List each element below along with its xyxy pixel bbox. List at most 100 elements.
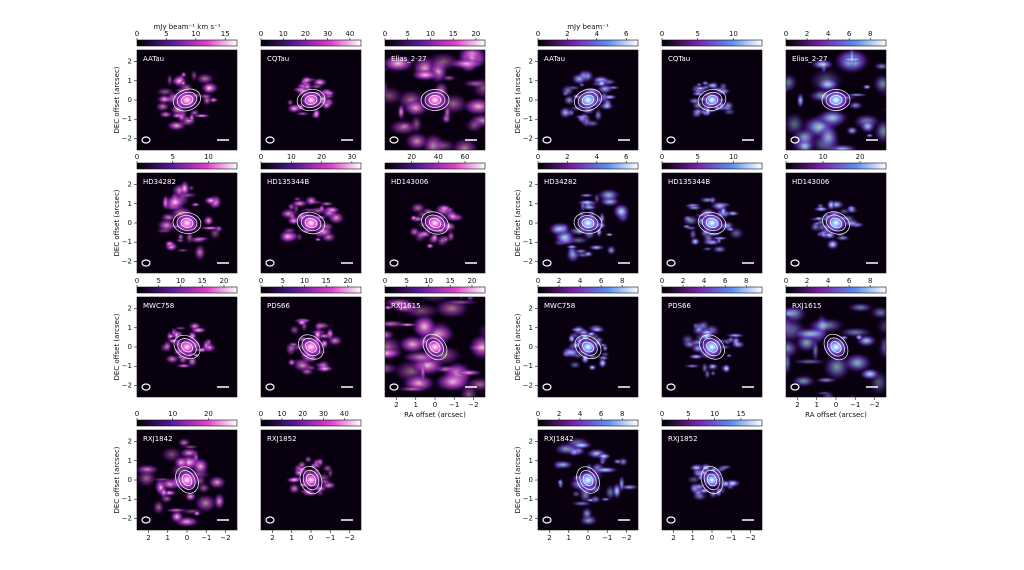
emission [288,483,301,495]
x-tick-label: −2 [869,401,879,409]
colorbar-tick-label: 20 [219,277,228,285]
contour [697,89,727,111]
image [385,173,485,273]
emission [441,74,457,82]
emission [845,207,859,214]
emission [813,216,824,221]
emission [693,86,708,91]
core [300,471,322,489]
colorbar-tick-label: 2 [681,277,685,285]
y-tick-label: 0 [529,343,533,351]
colorbar-tick-label: 0 [536,30,540,38]
y-tick-label: −1 [523,495,533,503]
emission [712,245,728,254]
emission [873,62,886,71]
contour [702,337,722,357]
contour [181,473,193,487]
colorbar-tick-label: 10 [176,277,185,285]
y-tick-label: −2 [122,514,132,522]
colorbar-tick-label: 40 [434,153,443,161]
colorbar-tick-label: 30 [319,410,328,418]
contour [574,334,602,360]
x-tick-label: −2 [344,534,354,542]
colorbar-tick-label: 5 [170,153,174,161]
y-axis-label: DEC offset (arcsec) [514,446,522,513]
image [662,430,762,530]
beam [141,136,151,144]
colorbar-tick-label: 5 [164,30,168,38]
y-tick-label: −2 [523,257,533,265]
contour [421,211,449,235]
contour [823,333,849,361]
image [538,50,638,150]
emission [203,196,218,205]
beam [542,136,552,144]
panel-name: AATau [544,55,565,63]
colorbar [537,419,639,427]
y-tick-label: 2 [529,181,533,189]
emission [190,202,201,207]
contour [428,95,442,105]
contour [296,89,326,111]
x-tick-label: −1 [850,401,860,409]
y-tick-label: 2 [128,438,132,446]
emission [184,491,197,502]
contour [697,211,727,235]
contour [302,469,320,491]
x-tick-label: −1 [201,534,211,542]
emission [180,71,188,79]
emission [701,246,714,252]
x-tick-label: 0 [309,534,313,542]
panel-name: MWC758 [544,302,575,310]
x-axis-label: RA offset (arcsec) [805,411,867,419]
x-tick-label: 2 [671,534,675,542]
emission [464,118,484,133]
beam [141,383,151,391]
y-tick-label: 2 [128,58,132,66]
y-tick-label: −2 [523,381,533,389]
emission [436,234,449,248]
emission [207,475,227,490]
emission [576,328,591,337]
contour [576,466,600,494]
emission [612,458,623,465]
emission [397,103,405,121]
emission [443,104,452,120]
emission [190,326,207,334]
colorbar-tick-label: 0 [259,30,263,38]
emission [493,95,506,114]
emission [847,302,874,313]
emission [137,469,157,488]
emission [447,230,455,243]
emission [814,376,838,384]
y-tick-label: 2 [529,305,533,313]
emission [160,446,183,463]
emission [570,500,593,507]
colorbar [136,39,238,47]
colorbar [661,162,763,170]
frame [661,49,763,151]
colorbar-tick-label: 2 [805,30,809,38]
x-tick-label: 2 [547,534,551,542]
emission [193,510,201,517]
frame [785,172,887,274]
colorbar-tick-label: 5 [157,277,161,285]
y-axis-label: DEC offset (arcsec) [514,313,522,380]
colorbar-tick-label: 10 [710,410,719,418]
colorbar-label: mJy beam⁻¹ [567,23,609,31]
image [662,173,762,273]
core [298,336,324,358]
emission [404,131,430,150]
colorbar-tick-label: 60 [461,153,470,161]
contour [429,341,441,353]
contour [573,212,603,234]
y-tick-label: 2 [529,58,533,66]
contour [574,88,602,112]
contour [305,341,317,353]
colorbar-tick-label: 20 [407,153,416,161]
emission [402,302,440,320]
emission [721,479,731,488]
core [174,469,200,491]
contour [827,337,845,357]
y-tick-label: 1 [529,457,533,465]
